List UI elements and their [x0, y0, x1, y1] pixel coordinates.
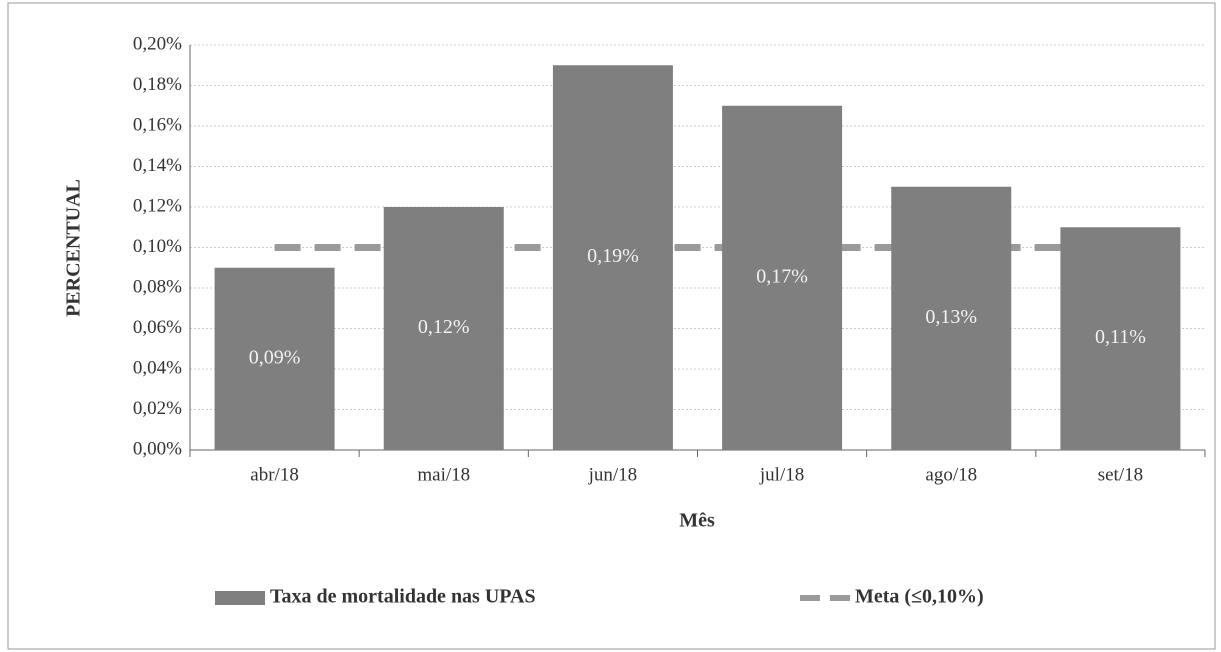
data-label: 0,19%	[587, 245, 639, 267]
y-tick-label: 0,02%	[133, 398, 182, 419]
x-tick-label: abr/18	[250, 464, 299, 485]
data-label: 0,12%	[418, 316, 470, 338]
y-axis-title: PERCENTUAL	[63, 179, 85, 317]
bar	[1060, 227, 1181, 450]
bar	[722, 105, 843, 450]
bar	[214, 267, 335, 450]
y-tick-label: 0,20%	[133, 33, 182, 54]
legend-label: Taxa de mortalidade nas UPAS	[270, 586, 536, 608]
y-tick-label: 0,08%	[133, 276, 182, 297]
legend-label: Meta (≤0,10%)	[855, 586, 984, 608]
x-tick-label: jul/18	[759, 464, 804, 485]
chart-border	[7, 2, 1216, 650]
x-tick-label: jun/18	[588, 464, 638, 485]
bar	[891, 186, 1012, 450]
bar	[383, 207, 504, 450]
x-tick-label: mai/18	[417, 464, 470, 485]
data-label: 0,11%	[1095, 326, 1146, 348]
x-axis-title: Mês	[679, 510, 715, 532]
y-tick-label: 0,04%	[133, 357, 182, 378]
x-tick-label: ago/18	[925, 464, 977, 485]
y-tick-label: 0,10%	[133, 236, 182, 257]
x-tick-label: set/18	[1098, 464, 1143, 485]
data-label: 0,09%	[249, 346, 301, 368]
data-label: 0,17%	[756, 265, 808, 287]
legend-swatch	[215, 591, 265, 605]
data-label: 0,13%	[925, 306, 977, 328]
y-tick-label: 0,18%	[133, 74, 182, 95]
bar	[552, 65, 673, 450]
y-tick-label: 0,16%	[133, 114, 182, 135]
y-tick-label: 0,12%	[133, 195, 182, 216]
y-tick-label: 0,00%	[133, 438, 182, 459]
y-tick-label: 0,06%	[133, 317, 182, 338]
y-tick-label: 0,14%	[133, 155, 182, 176]
